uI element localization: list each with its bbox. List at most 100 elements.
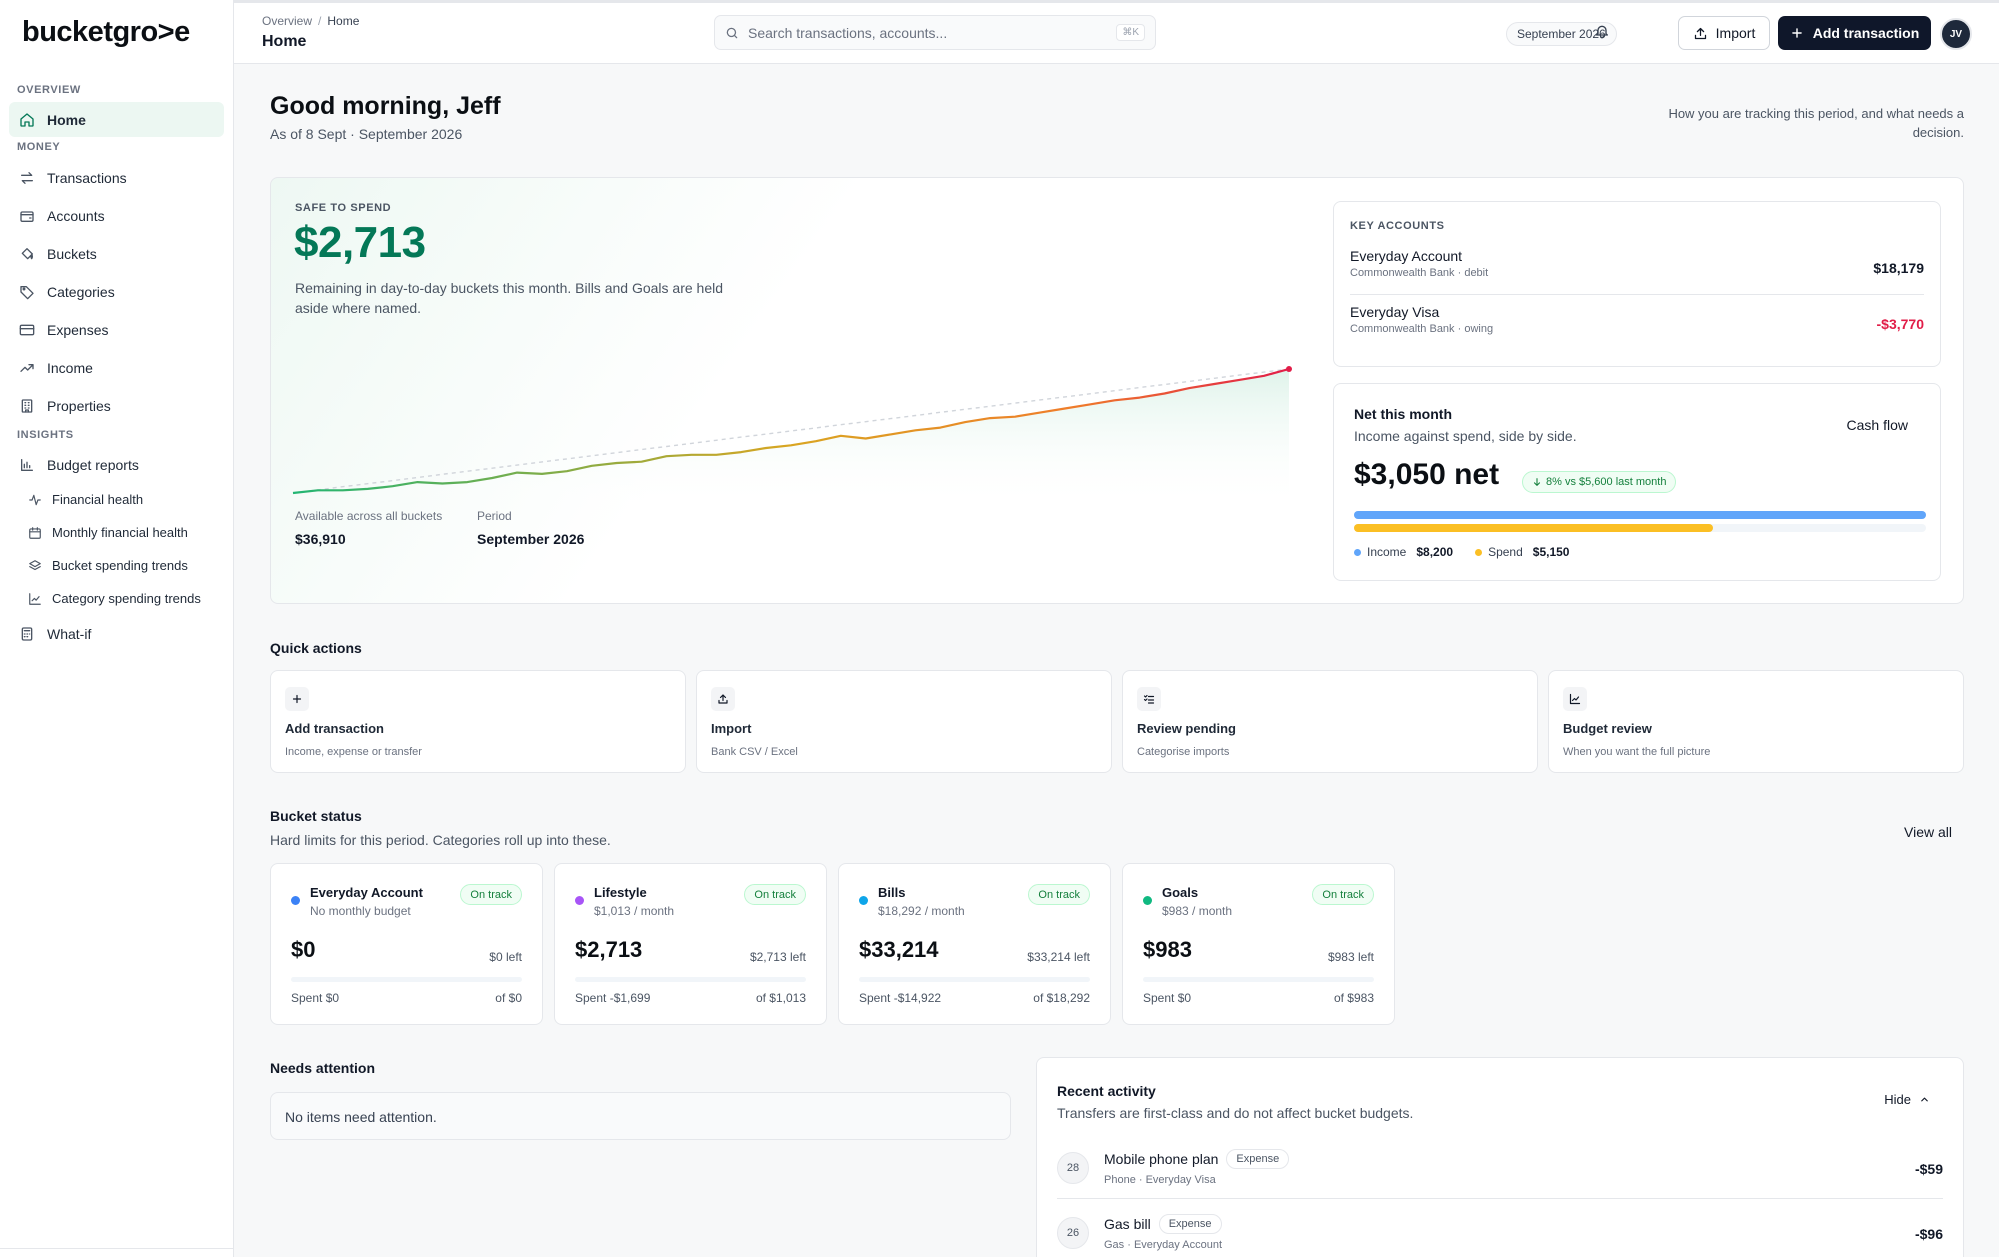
quick-action-review-pending[interactable]: Review pending Categorise imports bbox=[1122, 670, 1538, 773]
sidebar-item-label: Budget reports bbox=[47, 457, 139, 473]
sidebar-item-buckets[interactable]: Buckets bbox=[9, 235, 224, 273]
spend-bar-fill bbox=[1354, 524, 1714, 532]
quick-action-add-transaction[interactable]: Add transaction Income, expense or trans… bbox=[270, 670, 686, 773]
breadcrumb: Overview / Home bbox=[262, 14, 359, 28]
sidebar-item-expenses[interactable]: Expenses bbox=[9, 311, 224, 349]
period-value: September 2026 bbox=[477, 531, 585, 547]
key-accounts-card: KEY ACCOUNTS Everyday Account Commonweal… bbox=[1333, 201, 1941, 367]
sidebar-item-monthly-financial-health[interactable]: Monthly financial health bbox=[9, 516, 224, 549]
cash-flow-link[interactable]: Cash flow bbox=[1846, 417, 1908, 433]
bar-chart-icon bbox=[21, 459, 33, 471]
main-content: Overview / Home Home ⌘K September 2026 Imp… bbox=[234, 0, 1999, 1257]
add-transaction-button[interactable]: Add transaction bbox=[1778, 16, 1931, 50]
bucket-left: $2,713 left bbox=[749, 950, 806, 964]
wallet-icon bbox=[20, 211, 34, 222]
sidebar-item-home[interactable]: Home bbox=[9, 102, 224, 137]
nav-section-overview: OVERVIEW bbox=[17, 84, 81, 96]
bucket-card-everyday[interactable]: Everyday Account No monthly budget On tr… bbox=[270, 863, 543, 1025]
status-badge: On track bbox=[1028, 884, 1090, 905]
sidebar-item-bucket-spending-trends[interactable]: Bucket spending trends bbox=[9, 549, 224, 582]
activity-row[interactable]: 28 Mobile phone plan Expense Phone · Ever… bbox=[1057, 1145, 1943, 1197]
sidebar-item-label: Category spending trends bbox=[52, 591, 201, 606]
app-logo[interactable]: bucketgro>e bbox=[22, 15, 190, 48]
activity-icon bbox=[29, 494, 41, 505]
sidebar-item-category-spending-trends[interactable]: Category spending trends bbox=[9, 582, 224, 615]
bucket-name: Lifestyle bbox=[594, 885, 647, 900]
notifications-button[interactable] bbox=[1594, 23, 1610, 39]
import-button[interactable]: Import bbox=[1678, 16, 1770, 50]
status-badge: On track bbox=[1312, 884, 1374, 905]
bucket-amount: $33,214 bbox=[859, 937, 939, 962]
income-dot bbox=[1354, 548, 1361, 556]
arrow-down-icon bbox=[1533, 478, 1541, 486]
sidebar-item-categories[interactable]: Categories bbox=[9, 273, 224, 311]
avatar[interactable]: JV bbox=[1940, 18, 1972, 50]
quick-action-icon-box bbox=[711, 687, 735, 711]
bucket-card-goals[interactable]: Goals $983 / month On track $983 $983 le… bbox=[1122, 863, 1395, 1025]
view-all-buckets-link[interactable]: View all bbox=[1904, 824, 1952, 840]
search-input[interactable] bbox=[748, 24, 1108, 41]
hide-recent-button[interactable]: Hide bbox=[1884, 1092, 1930, 1107]
search-box[interactable]: ⌘K bbox=[714, 15, 1156, 50]
legend-spend: Spend $5,150 bbox=[1475, 545, 1569, 559]
bucket-left: $983 left bbox=[1327, 950, 1374, 964]
activity-amount: -$59 bbox=[1914, 1161, 1943, 1177]
account-row[interactable]: Everyday Account Commonwealth Bank · deb… bbox=[1350, 248, 1924, 304]
bucket-sub: $18,292 / month bbox=[878, 904, 965, 918]
period-label: Period bbox=[477, 509, 512, 523]
tag-icon bbox=[20, 286, 34, 300]
quick-action-icon-box bbox=[1563, 687, 1587, 711]
activity-name-wrap: Gas bill Expense bbox=[1104, 1214, 1222, 1234]
bucket-of: of $1,013 bbox=[755, 991, 806, 1005]
greeting-as-of: As of 8 Sept · September 2026 bbox=[270, 126, 463, 142]
activity-name-wrap: Mobile phone plan Expense bbox=[1104, 1149, 1290, 1169]
breadcrumb-separator: / bbox=[318, 14, 322, 28]
plus-icon bbox=[1791, 28, 1802, 38]
bucket-sub: No monthly budget bbox=[310, 904, 411, 918]
bucket-card-bills[interactable]: Bills $18,292 / month On track $33,214 $… bbox=[838, 863, 1111, 1025]
sidebar-divider bbox=[0, 1248, 233, 1249]
bucket-status-title: Bucket status bbox=[270, 808, 362, 824]
upload-icon bbox=[1694, 27, 1706, 39]
bucket-of: of $18,292 bbox=[1033, 991, 1090, 1005]
account-name: Everyday Account bbox=[1350, 248, 1463, 264]
sidebar-item-what-if[interactable]: What-if bbox=[9, 615, 224, 653]
activity-name: Mobile phone plan bbox=[1104, 1151, 1219, 1167]
page-title: Home bbox=[262, 33, 307, 50]
sidebar-item-accounts[interactable]: Accounts bbox=[9, 197, 224, 235]
needs-attention-empty: No items need attention. bbox=[285, 1109, 437, 1125]
sidebar-item-label: Accounts bbox=[47, 208, 105, 224]
list-check-icon bbox=[1143, 694, 1155, 704]
plus-icon bbox=[292, 694, 302, 704]
bucket-sub: $1,013 / month bbox=[594, 904, 675, 918]
safe-to-spend-amount: $2,713 bbox=[294, 218, 426, 267]
activity-row[interactable]: 26 Gas bill Expense Gas · Everyday Accoun… bbox=[1057, 1210, 1943, 1257]
bucket-name: Goals bbox=[1162, 885, 1199, 900]
bucket-color-dot bbox=[1143, 896, 1152, 905]
sidebar-item-transactions[interactable]: Transactions bbox=[9, 159, 224, 197]
bucket-spent: Spent $0 bbox=[291, 991, 340, 1005]
calculator-icon bbox=[21, 627, 33, 641]
needs-attention-box: No items need attention. bbox=[270, 1092, 1011, 1140]
bucket-sub: $983 / month bbox=[1162, 904, 1233, 918]
hide-label: Hide bbox=[1884, 1092, 1911, 1107]
sidebar-item-income[interactable]: Income bbox=[9, 349, 224, 387]
paint-bucket-icon bbox=[21, 248, 33, 260]
sidebar-item-budget-reports[interactable]: Budget reports bbox=[9, 447, 224, 483]
sidebar-item-financial-health[interactable]: Financial health bbox=[9, 483, 224, 516]
greeting-title: Good morning, Jeff bbox=[270, 92, 501, 120]
sidebar-item-properties[interactable]: Properties bbox=[9, 387, 224, 425]
net-change-text: 8% vs $5,600 last month bbox=[1546, 476, 1667, 488]
activity-date: 28 bbox=[1057, 1152, 1089, 1184]
trend-series-line bbox=[292, 367, 1290, 495]
quick-action-budget-review[interactable]: Budget review When you want the full pic… bbox=[1548, 670, 1964, 773]
bucket-of: of $983 bbox=[1333, 991, 1374, 1005]
activity-tag: Expense bbox=[1226, 1149, 1290, 1169]
account-row[interactable]: Everyday Visa Commonwealth Bank · owing … bbox=[1350, 304, 1924, 360]
bucket-card-lifestyle[interactable]: Lifestyle $1,013 / month On track $2,713… bbox=[554, 863, 827, 1025]
legend-income-label: Income bbox=[1367, 545, 1407, 559]
breadcrumb-overview[interactable]: Overview bbox=[262, 14, 313, 28]
quick-action-import[interactable]: Import Bank CSV / Excel bbox=[696, 670, 1112, 773]
bell-icon bbox=[1596, 25, 1608, 39]
sidebar-item-label: What-if bbox=[47, 626, 92, 642]
